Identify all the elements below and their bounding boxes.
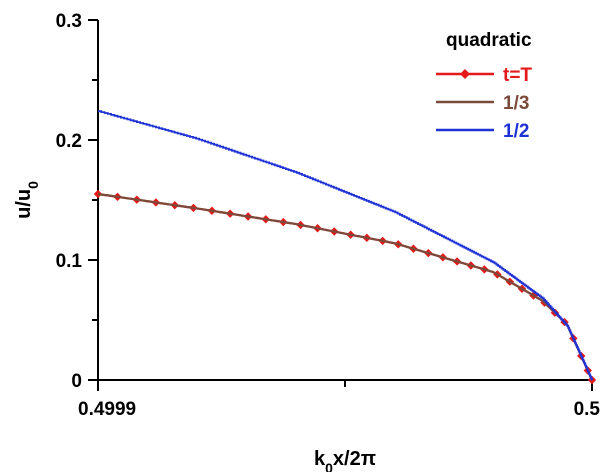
legend-title: quadratic (446, 30, 532, 51)
axis-labels: k0x/2π u/u0 (13, 181, 376, 472)
x-axis-title: k0x/2π (314, 448, 376, 472)
plot-area (93, 110, 597, 385)
legend-label-1: 1/3 (503, 93, 529, 114)
legend: quadratic t=T 1/3 1/2 (436, 30, 532, 142)
series-line-1 (97, 192, 593, 381)
y-tick-label: 0 (71, 371, 82, 392)
y-tick-label: 0.2 (56, 131, 82, 152)
x-tick-label: 0.4999 (78, 399, 136, 420)
y-tick-label: 0.1 (56, 251, 83, 272)
legend-marker (460, 69, 470, 79)
y-axis-title: u/u0 (13, 181, 41, 219)
legend-label-0: t=T (503, 65, 532, 86)
x-tick-label: 0.5 (574, 399, 601, 420)
series-line-2 (98, 110, 593, 381)
axes: 0 0.1 0.2 0.3 0.4999 0.5 (56, 11, 601, 420)
legend-label-2: 1/2 (503, 121, 529, 142)
y-tick-label: 0.3 (56, 11, 82, 32)
